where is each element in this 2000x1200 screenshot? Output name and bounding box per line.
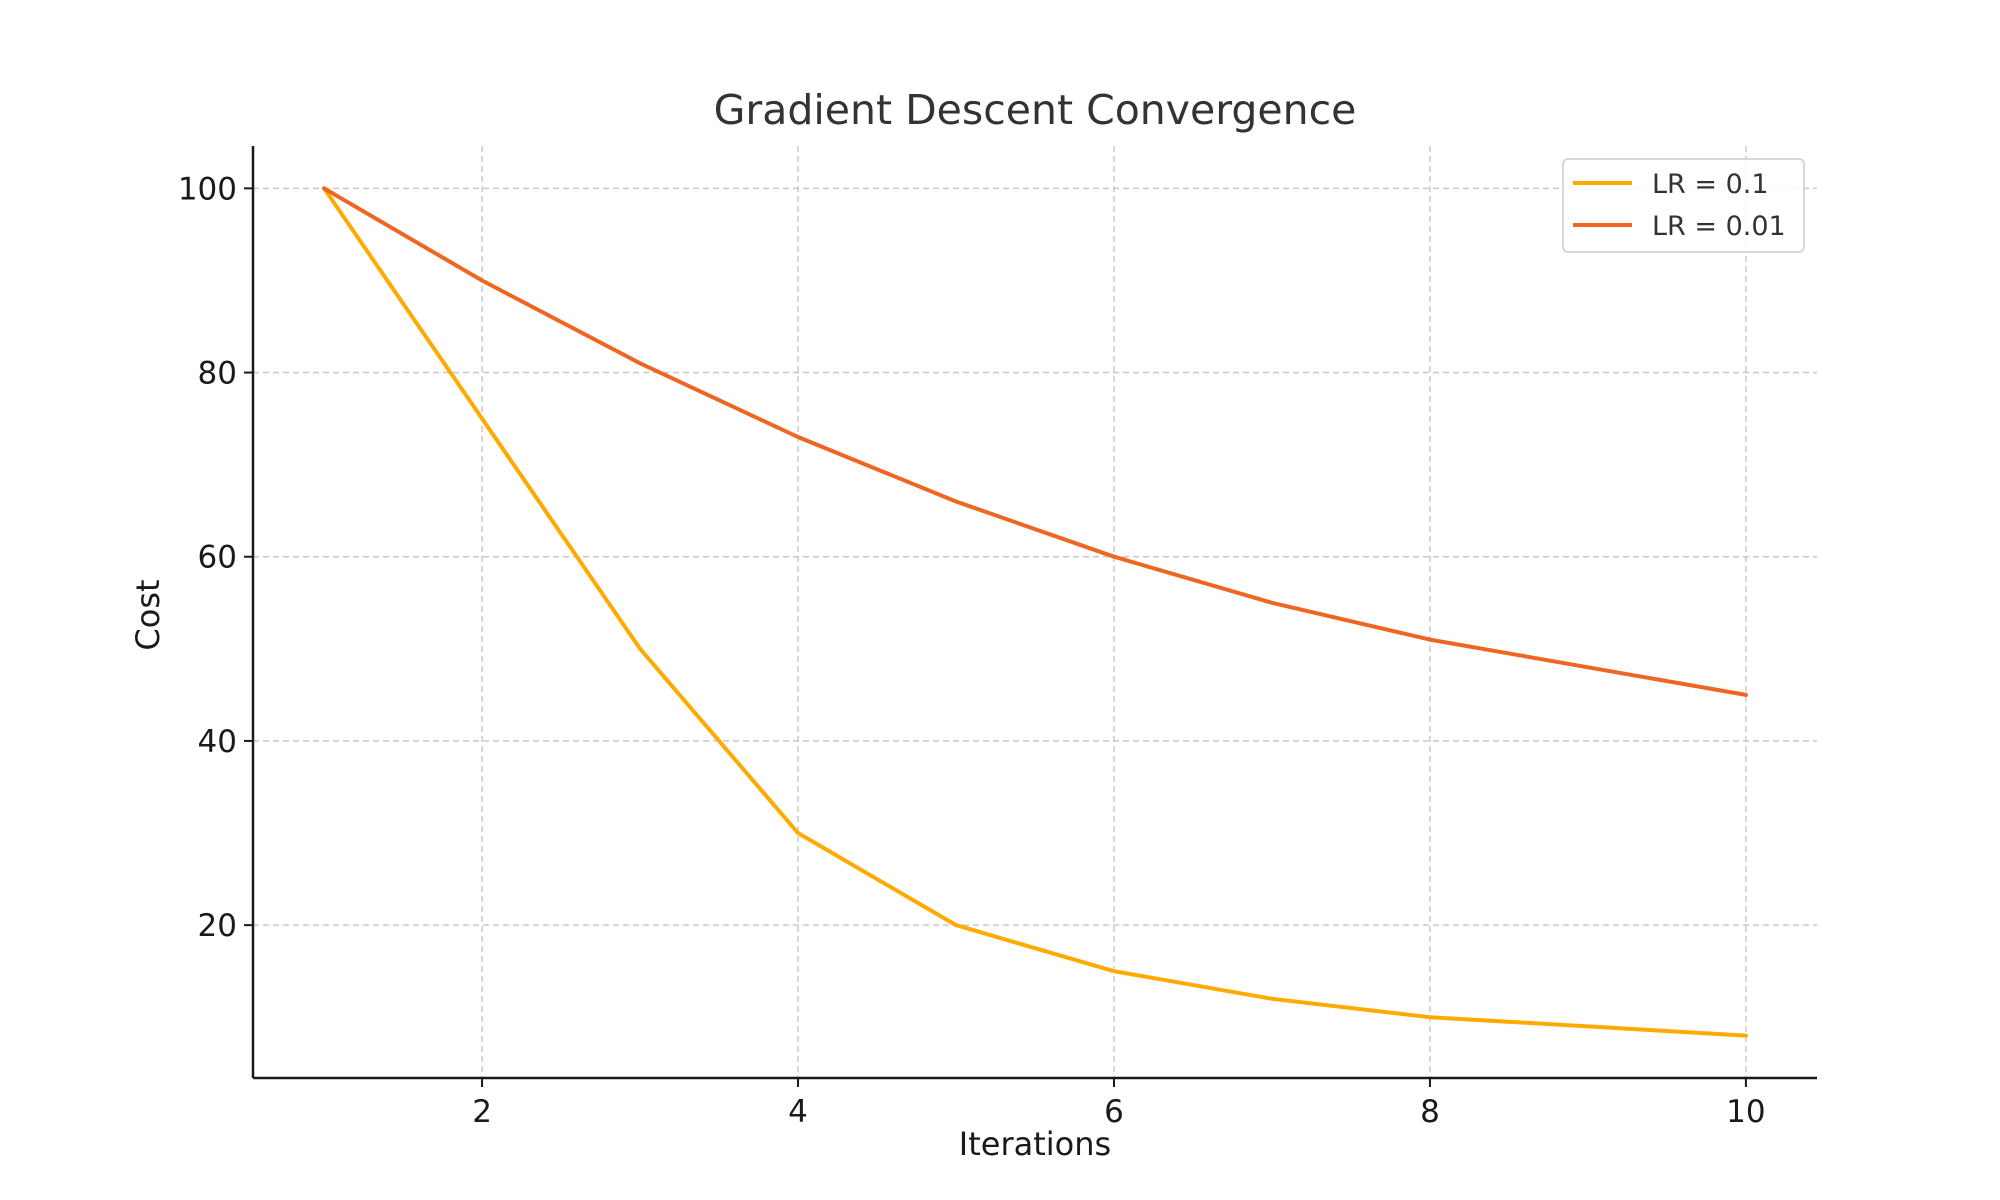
legend: LR = 0.1 LR = 0.01 [1562, 158, 1805, 253]
y-tick-label: 40 [198, 724, 237, 760]
legend-label-1: LR = 0.1 [1652, 169, 1769, 200]
x-tick-label: 6 [1104, 1094, 1124, 1130]
x-axis-label: Iterations [959, 1125, 1111, 1163]
x-tick-label: 10 [1726, 1094, 1765, 1130]
x-tick-label: 8 [1420, 1094, 1440, 1130]
legend-label-2: LR = 0.01 [1652, 211, 1786, 242]
series-line-2 [322, 186, 1748, 697]
grid [253, 146, 1817, 1078]
axes: 2 4 6 8 10 20 40 60 80 100 [178, 146, 1817, 1130]
chart-title: Gradient Descent Convergence [714, 86, 1357, 134]
y-tick-label: 60 [198, 540, 237, 576]
plot-area [322, 186, 1748, 1038]
x-tick-label: 2 [472, 1094, 492, 1130]
series-line-1 [322, 186, 1748, 1038]
y-tick-label: 100 [178, 171, 237, 207]
x-tick-label: 4 [788, 1094, 808, 1130]
y-axis-label: Cost [129, 579, 167, 650]
y-tick-label: 80 [198, 356, 237, 392]
y-tick-label: 20 [198, 908, 237, 944]
